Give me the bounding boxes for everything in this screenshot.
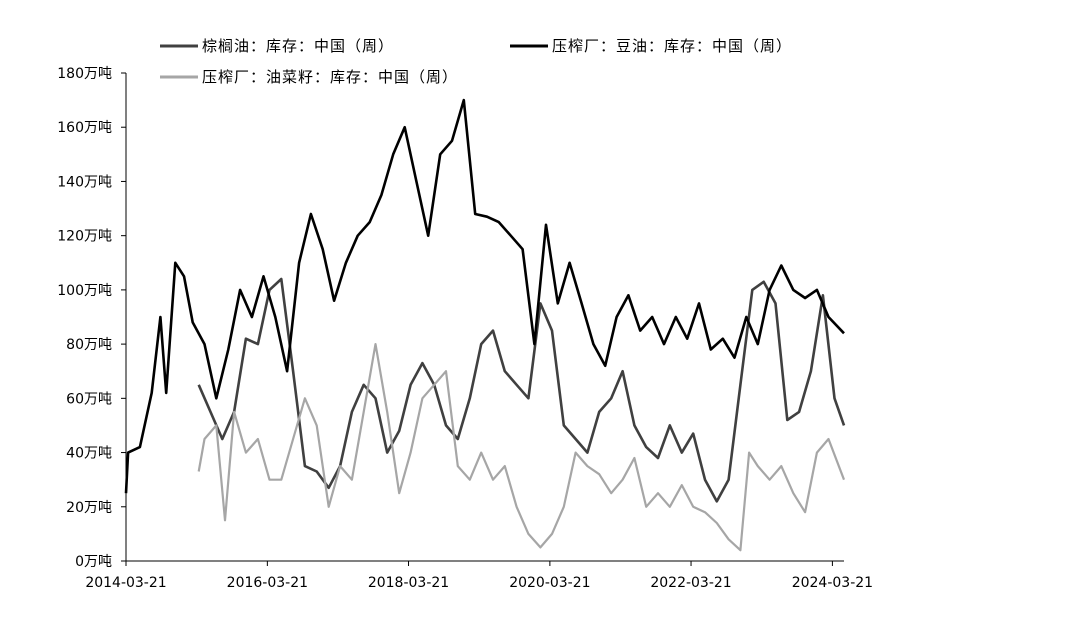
series-line-1 xyxy=(197,277,846,503)
x-tick-label: 2014-03-21 xyxy=(85,575,166,591)
y-tick-label: 40万吨 xyxy=(66,446,112,462)
series-line-3 xyxy=(197,343,846,552)
x-tick-label: 2024-03-21 xyxy=(792,575,873,591)
legend-label-2: 压榨厂：豆油：库存：中国（周） xyxy=(552,37,792,55)
x-tick-label: 2018-03-21 xyxy=(368,575,449,591)
x-tick-label: 2016-03-21 xyxy=(227,575,308,591)
y-tick-label: 100万吨 xyxy=(57,283,112,299)
legend-label-1: 棕榈油：库存：中国（周） xyxy=(202,37,394,55)
x-tick-label: 2022-03-21 xyxy=(650,575,731,591)
y-tick-label: 120万吨 xyxy=(57,229,112,245)
y-tick-label: 0万吨 xyxy=(75,554,112,570)
y-tick-label: 180万吨 xyxy=(57,66,112,82)
x-tick-label: 2020-03-21 xyxy=(509,575,590,591)
y-tick-label: 80万吨 xyxy=(66,337,112,353)
series-line-2 xyxy=(124,98,845,494)
y-tick-label: 140万吨 xyxy=(57,174,112,190)
legend-label-3: 压榨厂：油菜籽：库存：中国（周） xyxy=(202,68,458,86)
y-tick-label: 160万吨 xyxy=(57,120,112,136)
y-tick-label: 60万吨 xyxy=(66,391,112,407)
y-tick-label: 20万吨 xyxy=(66,500,112,516)
